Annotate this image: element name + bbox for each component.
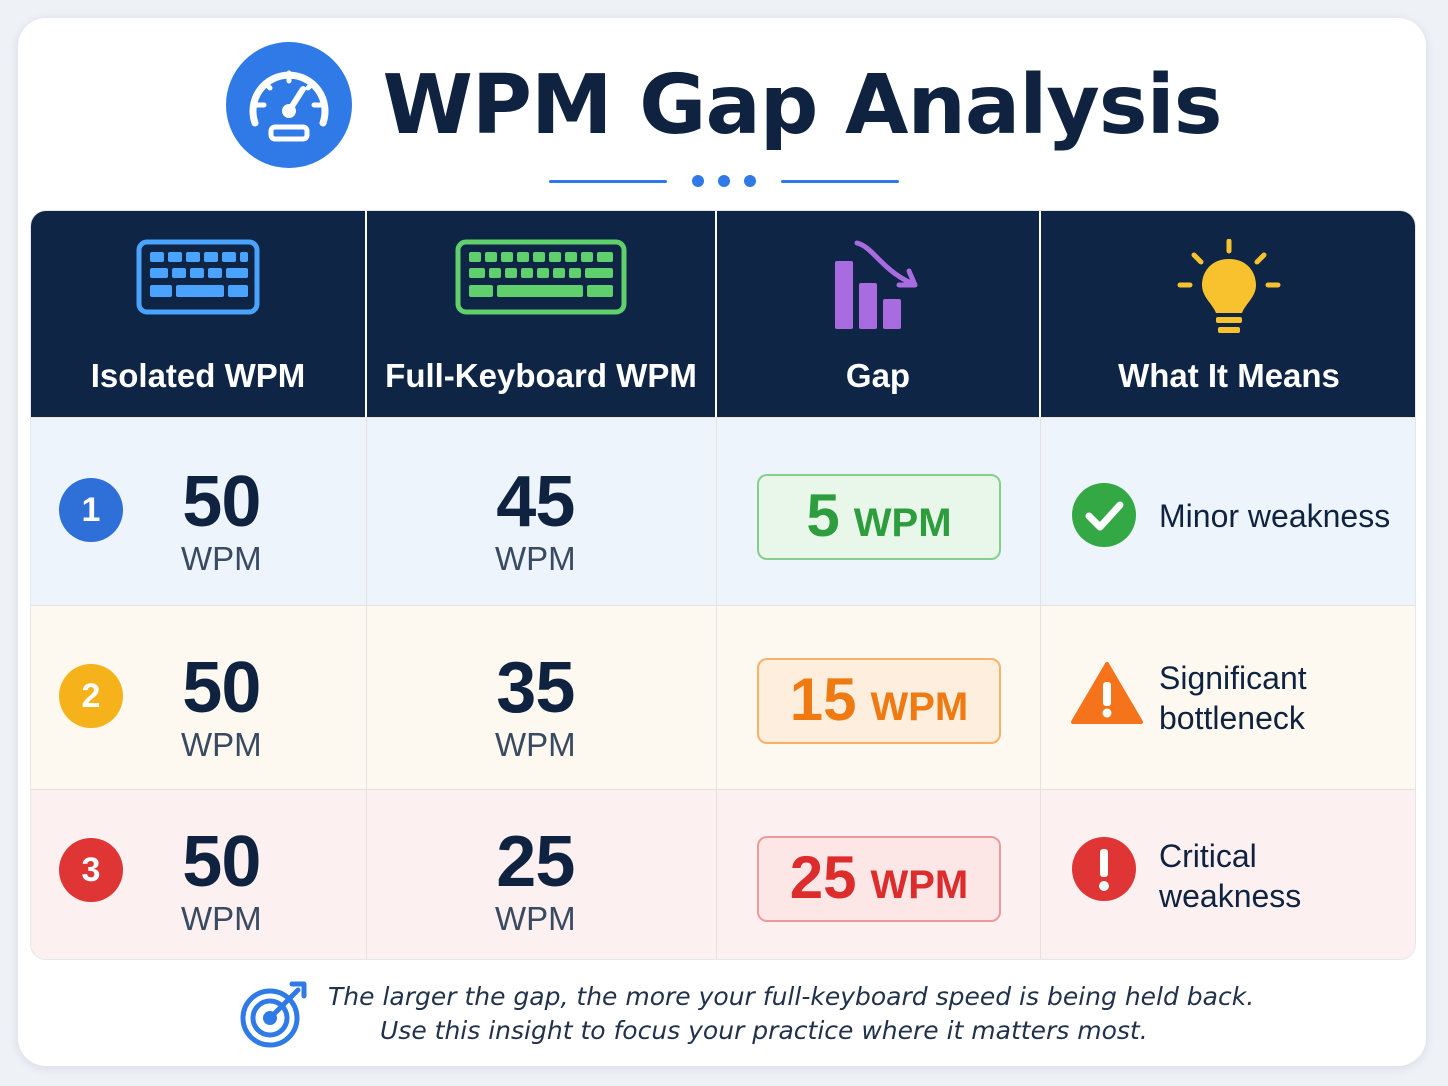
declining-bar-chart-icon [833, 239, 923, 335]
footer-line-2: Use this insight to focus your practice … [380, 1016, 1148, 1045]
meaning-text: Critical weakness [1159, 836, 1319, 916]
meaning-cell: Critical weakness [1041, 790, 1415, 959]
isolated-value: 50 WPM [181, 826, 262, 938]
table-row: 2 50 WPM 35 WPM 15 WPM [31, 605, 1415, 790]
meaning-text: Significant bottleneck [1159, 658, 1339, 738]
full-wpm-number: 35 [496, 648, 575, 728]
gap-unit: WPM [853, 501, 952, 545]
gap-number: 25 [789, 844, 857, 911]
column-isolated-wpm: Isolated WPM [31, 211, 367, 417]
gap-number: 15 [789, 666, 857, 733]
warning-triangle-icon [1071, 660, 1143, 730]
speedometer-icon [226, 42, 353, 168]
title-divider [0, 174, 1448, 188]
check-circle-icon [1071, 482, 1137, 552]
gap-unit: WPM [870, 685, 969, 729]
isolated-wpm-unit: WPM [181, 540, 262, 577]
column-label: What It Means [1118, 357, 1340, 394]
table-row: 3 50 WPM 25 WPM 25 WPM [31, 789, 1415, 959]
exclamation-circle-icon [1071, 836, 1137, 906]
full-wpm-unit: WPM [495, 726, 576, 763]
gap-number: 5 [806, 482, 840, 549]
full-keyboard-value: 35 WPM [495, 652, 576, 764]
footer-note: The larger the gap, the more your full-k… [240, 980, 1254, 1050]
meaning-text-value: Critical weakness [1159, 838, 1302, 914]
gap-unit: WPM [870, 863, 969, 907]
full-keyboard-value: 45 WPM [495, 466, 576, 578]
isolated-wpm-number: 50 [182, 648, 261, 728]
full-keyboard-value: 25 WPM [495, 826, 576, 938]
row-number-badge: 2 [59, 664, 123, 728]
column-label: Full-Keyboard WPM [385, 357, 697, 394]
meaning-cell: Significant bottleneck [1041, 606, 1415, 790]
row-number-badge: 3 [59, 838, 123, 902]
isolated-wpm-number: 50 [182, 822, 261, 902]
full-keyboard-cell: 45 WPM [367, 418, 717, 606]
column-full-keyboard-wpm: Full-Keyboard WPM [367, 211, 717, 417]
full-wpm-unit: WPM [495, 540, 576, 577]
gap-pill: 15 WPM [757, 658, 1001, 744]
gap-cell: 15 WPM [717, 606, 1041, 790]
gap-table: Isolated WPM Full-Keyboard WPM [30, 210, 1416, 960]
isolated-wpm-unit: WPM [181, 726, 262, 763]
full-wpm-number: 45 [496, 462, 575, 542]
gap-pill: 5 WPM [757, 474, 1001, 560]
page-title: WPM Gap Analysis [382, 57, 1222, 153]
isolated-cell: 3 50 WPM [31, 790, 367, 959]
target-icon [240, 980, 310, 1054]
isolated-cell: 1 50 WPM [31, 418, 367, 606]
gap-cell: 25 WPM [717, 790, 1041, 959]
isolated-cell: 2 50 WPM [31, 606, 367, 790]
header: WPM Gap Analysis [0, 40, 1448, 170]
meaning-text: Minor weakness [1159, 498, 1391, 534]
column-gap: Gap [717, 211, 1041, 417]
row-number-badge: 1 [59, 478, 123, 542]
full-keyboard-icon [455, 239, 627, 319]
isolated-value: 50 WPM [181, 466, 262, 578]
column-label: Isolated WPM [90, 357, 306, 394]
gap-cell: 5 WPM [717, 418, 1041, 606]
lightbulb-icon [1174, 238, 1284, 347]
full-keyboard-cell: 25 WPM [367, 790, 717, 959]
meaning-text-value: Significant bottleneck [1159, 660, 1307, 736]
table-header: Isolated WPM Full-Keyboard WPM [31, 211, 1415, 417]
column-what-it-means: What It Means [1041, 211, 1415, 417]
column-label: Gap [845, 357, 911, 394]
full-wpm-unit: WPM [495, 900, 576, 937]
table-row: 1 50 WPM 45 WPM 5 WPM [31, 417, 1415, 606]
isolated-value: 50 WPM [181, 652, 262, 764]
full-wpm-number: 25 [496, 822, 575, 902]
footer-line-1: The larger the gap, the more your full-k… [328, 982, 1255, 1011]
isolated-wpm-unit: WPM [181, 900, 262, 937]
keyboard-icon [136, 239, 260, 319]
full-keyboard-cell: 35 WPM [367, 606, 717, 790]
meaning-cell: Minor weakness [1041, 418, 1415, 606]
gap-pill: 25 WPM [757, 836, 1001, 922]
isolated-wpm-number: 50 [182, 462, 261, 542]
